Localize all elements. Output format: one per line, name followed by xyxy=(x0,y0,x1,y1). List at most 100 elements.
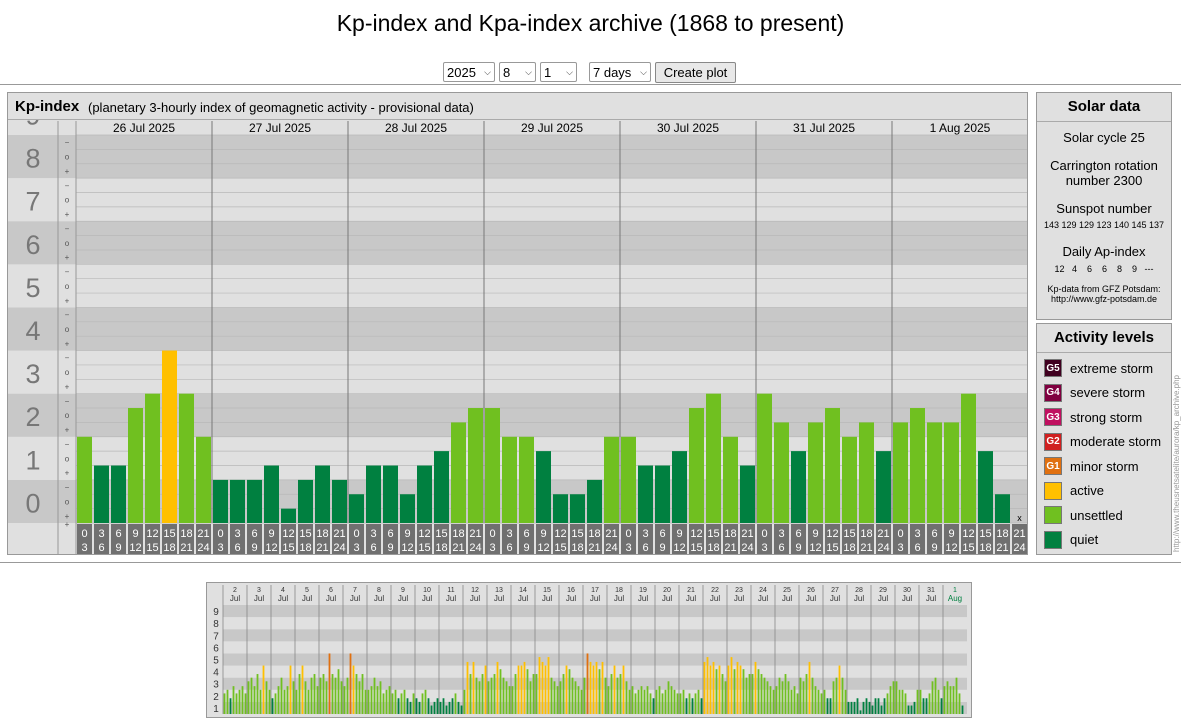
interval-box xyxy=(536,524,551,554)
interval-end-label: 9 xyxy=(795,542,801,554)
month-label: Jul xyxy=(854,594,864,603)
kp-bar xyxy=(625,681,628,714)
activity-level-item: quiet xyxy=(1044,530,1098,550)
interval-start-label: 3 xyxy=(98,528,104,540)
kp-bar xyxy=(241,686,244,714)
day-number: 21 xyxy=(687,587,695,594)
kp-bar xyxy=(652,698,655,714)
interval-box xyxy=(111,524,126,554)
kp-bar xyxy=(730,657,733,714)
kp-bar xyxy=(553,494,568,523)
kp-bar xyxy=(946,681,949,714)
day-number: 12 xyxy=(471,587,479,594)
kp-bar xyxy=(445,705,448,714)
kp-bar xyxy=(638,465,653,523)
kp-bar xyxy=(774,422,789,523)
interval-box xyxy=(162,524,177,554)
interval-start-label: 3 xyxy=(370,528,376,540)
kp-bar xyxy=(775,686,778,714)
kp-bar xyxy=(403,689,406,714)
divider xyxy=(0,562,1181,563)
kp-bar xyxy=(286,686,289,714)
month-label: Jul xyxy=(446,594,456,603)
level-swatch: G3 xyxy=(1044,408,1062,426)
kp-bar xyxy=(844,689,847,714)
kp-bar xyxy=(937,689,940,714)
kp-bar xyxy=(757,669,760,714)
y-tick-label: 4 xyxy=(25,316,40,346)
kp-bar xyxy=(559,681,562,714)
interval-box xyxy=(757,524,772,554)
interval-start-label: 9 xyxy=(540,528,546,540)
month-label: Jul xyxy=(278,594,288,603)
kp-bar xyxy=(763,677,766,714)
y-subtick-label: + xyxy=(65,167,70,176)
interval-end-label: 15 xyxy=(962,542,974,554)
month-label: Jul xyxy=(806,594,816,603)
day-number: 27 xyxy=(831,587,839,594)
kp-bar xyxy=(162,350,177,523)
kp-bar xyxy=(385,689,388,714)
y-subtick-label: + xyxy=(65,512,70,521)
y-tick-label: 6 xyxy=(25,230,40,260)
interval-end-label: 18 xyxy=(843,542,855,554)
interval-end-label: 21 xyxy=(996,542,1008,554)
create-plot-button[interactable]: Create plot xyxy=(655,62,736,83)
kp-bar xyxy=(238,689,241,714)
kp-bar xyxy=(292,681,295,714)
interval-end-label: 15 xyxy=(282,542,294,554)
interval-start-label: 0 xyxy=(625,528,631,540)
month-label: Jul xyxy=(326,594,336,603)
y-tick-label: 7 xyxy=(25,187,40,217)
kp-bar xyxy=(466,661,469,714)
kp-bar xyxy=(832,681,835,714)
interval-start-label: 18 xyxy=(724,528,736,540)
day-number: 15 xyxy=(543,587,551,594)
interval-start-label: 15 xyxy=(435,528,447,540)
year-select[interactable]: 2025 ⌵ xyxy=(443,62,495,82)
interval-box xyxy=(791,524,806,554)
kp-bar xyxy=(424,689,427,714)
kp-bar xyxy=(649,693,652,714)
band xyxy=(8,350,1027,394)
interval-start-label: 3 xyxy=(914,528,920,540)
kp-bar xyxy=(958,693,961,714)
band xyxy=(223,629,967,642)
solar-cycle: Solar cycle 25 xyxy=(1063,130,1145,145)
interval-box xyxy=(230,524,245,554)
month-select[interactable]: 8 ⌵ xyxy=(499,62,536,82)
interval-start-label: 15 xyxy=(299,528,311,540)
source-link[interactable]: http://www.gfz-potsdam.de xyxy=(1050,294,1158,304)
kp-bar xyxy=(676,693,679,714)
kp-bar xyxy=(388,686,391,714)
kp-bar xyxy=(673,689,676,714)
kp-bar xyxy=(672,451,687,523)
kp-bar xyxy=(760,674,763,714)
kp-bar xyxy=(922,698,925,714)
kp-bar xyxy=(694,693,697,714)
interval-box xyxy=(417,524,432,554)
kp-bar xyxy=(598,669,601,714)
kp-panel-header: Kp-index (planetary 3-hourly index of ge… xyxy=(8,93,1027,120)
interval-end-label: 6 xyxy=(370,542,376,554)
interval-start-label: 9 xyxy=(268,528,274,540)
interval-box xyxy=(808,524,823,554)
level-label: strong storm xyxy=(1070,409,1143,425)
interval-start-label: 21 xyxy=(877,528,889,540)
kp-bar xyxy=(472,661,475,714)
interval-start-label: 21 xyxy=(197,528,209,540)
interval-box xyxy=(876,524,891,554)
interval-end-label: 12 xyxy=(537,542,549,554)
kp-bar xyxy=(128,408,143,523)
day-number: 11 xyxy=(447,587,454,594)
kp-bar xyxy=(412,693,415,714)
kp-bar xyxy=(712,661,715,714)
day-select[interactable]: 1 ⌵ xyxy=(540,62,577,82)
kp-bar xyxy=(544,665,547,714)
interval-start-label: 3 xyxy=(234,528,240,540)
duration-select[interactable]: 7 days ⌵ xyxy=(589,62,651,82)
kp-bar xyxy=(346,677,349,714)
kp-bar xyxy=(391,693,394,714)
interval-start-label: 9 xyxy=(812,528,818,540)
interval-end-label: 3 xyxy=(217,542,223,554)
